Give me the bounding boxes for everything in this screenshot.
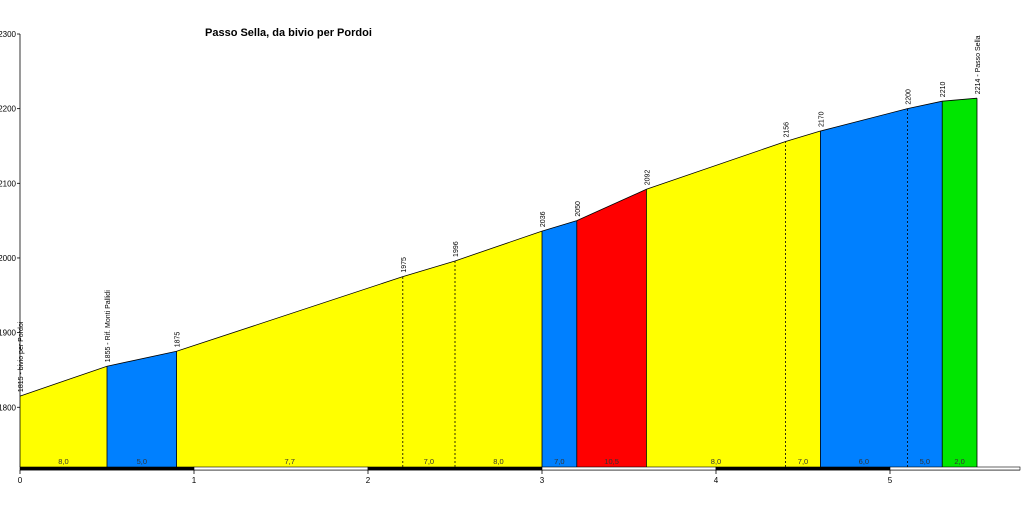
profile-line xyxy=(19,97,978,397)
profile-segment xyxy=(907,101,943,468)
y-axis: 1800 1900 2000 2100 2200 2300 xyxy=(0,30,21,467)
elevation-label: 2170 xyxy=(818,111,825,127)
km-bar xyxy=(19,466,195,471)
profile-segment xyxy=(942,98,977,468)
km-bar xyxy=(889,466,1021,471)
x-tick-label: 1 xyxy=(192,476,197,485)
y-tick-label: 2200 xyxy=(0,105,17,114)
x-tick-label: 4 xyxy=(714,476,719,485)
profile-segment xyxy=(820,108,908,467)
gradient-label: 8,0 xyxy=(58,457,68,466)
x-tick-label: 2 xyxy=(366,476,371,485)
elevation-label: 2036 xyxy=(540,211,547,227)
km-bar xyxy=(193,466,369,471)
gradient-label: 5,0 xyxy=(137,457,147,466)
x-tick-label: 3 xyxy=(540,476,545,485)
profile-segment xyxy=(542,220,577,467)
elevation-label: 2156 xyxy=(784,122,791,138)
gradient-label: 2,0 xyxy=(954,457,964,466)
elevation-label: 1875 xyxy=(175,332,182,348)
gradient-label: 6,0 xyxy=(859,457,869,466)
profile-segment xyxy=(455,231,542,467)
profile-segment xyxy=(785,131,821,467)
km-bar xyxy=(367,466,543,471)
gradient-label: 7,0 xyxy=(798,457,808,466)
elevation-label: 1996 xyxy=(453,241,460,257)
elevation-label: 2210 xyxy=(940,82,947,98)
elevation-label: 2092 xyxy=(644,170,651,186)
y-tick-label: 2100 xyxy=(0,179,17,188)
y-tick-label: 2000 xyxy=(0,254,17,263)
profile-areas xyxy=(20,98,977,468)
x-tick-label: 0 xyxy=(18,476,23,485)
x-tick-label: 5 xyxy=(888,476,893,485)
elevation-labels: 1815 - bivio per Pordoi 1855 - Rif. Monti… xyxy=(18,35,982,392)
gradient-label: 5,0 xyxy=(920,457,930,466)
profile-segment xyxy=(646,141,786,467)
profile-segment xyxy=(576,189,647,467)
elevation-label: 1975 xyxy=(401,257,408,273)
y-tick-label: 1800 xyxy=(0,403,17,412)
elevation-label: 1815 - bivio per Pordoi xyxy=(18,321,25,392)
gradient-label: 8,0 xyxy=(711,457,721,466)
gradient-label: 7,0 xyxy=(424,457,434,466)
elevation-label: 2200 xyxy=(905,89,912,105)
gradient-label: 7,0 xyxy=(554,457,564,466)
y-tick-label: 1900 xyxy=(0,329,17,338)
km-dividers xyxy=(106,98,978,467)
gradient-labels: 8,0 5,0 7,7 7,0 8,0 7,0 10,5 8,0 7,0 6,0 5,0 2,0 xyxy=(58,457,965,466)
profile-segment xyxy=(402,260,455,467)
x-axis: 0 1 2 3 4 5 xyxy=(18,466,1021,485)
elevation-label: 2050 xyxy=(575,201,582,217)
gradient-label: 7,7 xyxy=(284,457,294,466)
chart-title: Passo Sella, da bivio per Pordoi xyxy=(205,27,372,39)
elevation-label: 2214 - Passo Sella xyxy=(975,35,982,94)
profile-segment xyxy=(176,276,403,467)
gradient-label: 8,0 xyxy=(493,457,503,466)
km-bar xyxy=(715,466,891,471)
profile-segment xyxy=(20,366,107,467)
y-tick-label: 2300 xyxy=(0,30,17,39)
elevation-label: 1855 - Rif. Monti Pallidi xyxy=(105,290,112,362)
gradient-label: 10,5 xyxy=(604,457,619,466)
km-bar xyxy=(541,466,717,471)
profile-outline xyxy=(19,97,978,397)
profile-segment xyxy=(107,351,177,467)
